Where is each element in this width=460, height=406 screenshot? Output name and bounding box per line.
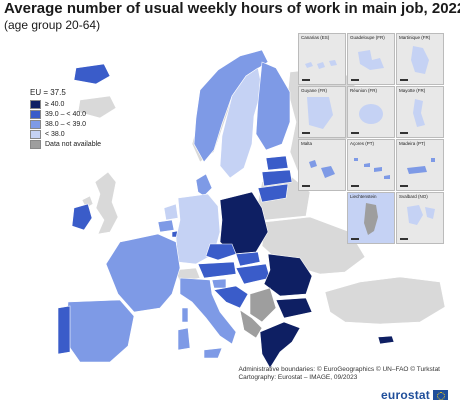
inset-guadeloupe: Guadeloupe (FR) [347, 33, 395, 85]
legend-item: 39.0 – < 40.0 [30, 109, 101, 119]
legend-swatch [30, 129, 41, 139]
inset-maps: Canarias (ES) Guadeloupe (FR) Martinique… [298, 33, 444, 244]
legend-label: Data not available [45, 140, 102, 148]
legend-item: < 38.0 [30, 129, 101, 139]
scale-bar [302, 79, 310, 81]
legend-label: 38.0 – < 39.0 [45, 120, 87, 128]
eu-flag-icon [433, 390, 448, 400]
map-subtitle: (age group 20-64) [4, 18, 101, 32]
map-title: Average number of usual weekly hours of … [4, 0, 460, 17]
inset-label: Malta [301, 141, 313, 146]
legend-swatch [30, 139, 41, 149]
inset-mayotte: Mayotte (FR) [396, 86, 444, 138]
region-sicily [203, 347, 223, 359]
credits-cartography: Cartography: Eurostat – IMAGE, 09/2023 [238, 374, 358, 381]
region-sweden [219, 67, 263, 179]
scale-bar [400, 132, 408, 134]
region-corsica [181, 307, 189, 323]
region-czechia [205, 243, 237, 261]
region-estonia [265, 155, 289, 171]
region-cyprus [377, 335, 395, 345]
region-slovakia [235, 251, 261, 267]
region-france [105, 233, 181, 313]
inset-guyane: Guyane (FR) [298, 86, 346, 138]
inset-label: Svalbard (NO) [399, 194, 428, 199]
scale-bar [302, 185, 310, 187]
eurostat-logo: eurostat [381, 388, 430, 402]
region-belgium [157, 219, 175, 233]
legend-item: Data not available [30, 139, 101, 149]
inset-label: Madeira (PT) [399, 141, 426, 146]
legend-label: ≥ 40.0 [45, 100, 65, 108]
non-eu-uk [94, 171, 119, 235]
inset-label: Mayotte (FR) [399, 88, 426, 93]
region-bulgaria [275, 297, 313, 319]
map-legend: EU = 37.5 ≥ 40.0 39.0 – < 40.0 38.0 – < … [30, 88, 101, 149]
scale-bar [400, 185, 408, 187]
scale-bar [351, 185, 359, 187]
legend-swatch [30, 109, 41, 119]
legend-item: ≥ 40.0 [30, 99, 101, 109]
map-credits: Administrative boundaries: © EuroGeograp… [238, 366, 440, 382]
scale-bar [351, 238, 359, 240]
region-romania [263, 253, 313, 297]
region-iceland-data [73, 63, 111, 85]
region-netherlands [163, 203, 179, 221]
scale-bar [302, 132, 310, 134]
inset-label: Guadeloupe (FR) [350, 35, 385, 40]
legend-swatch [30, 119, 41, 129]
region-hungary [235, 263, 271, 285]
region-latvia [261, 169, 293, 187]
region-croatia [213, 285, 249, 309]
region-finland [255, 61, 291, 151]
non-eu-turkey [324, 276, 446, 325]
region-lithuania [257, 183, 289, 203]
inset-label: Canarias (ES) [301, 35, 330, 40]
inset-martinique: Martinique (FR) [396, 33, 444, 85]
inset-canarias: Canarias (ES) [298, 33, 346, 85]
inset-liechtenstein: Liechtenstein [347, 192, 395, 244]
inset-label: Guyane (FR) [301, 88, 328, 93]
region-portugal [57, 305, 71, 355]
legend-label: < 38.0 [45, 130, 65, 138]
inset-reunion: Réunion (FR) [347, 86, 395, 138]
region-denmark [195, 173, 213, 197]
inset-label: Martinique (FR) [399, 35, 431, 40]
scale-bar [351, 79, 359, 81]
scale-bar [351, 132, 359, 134]
inset-label: Liechtenstein [350, 194, 377, 199]
inset-madeira: Madeira (PT) [396, 139, 444, 191]
region-spain [65, 299, 135, 363]
region-austria [197, 261, 237, 279]
region-greece [259, 321, 301, 369]
non-eu-iceland [77, 95, 117, 119]
credits-boundaries: Administrative boundaries: © EuroGeograp… [238, 366, 440, 373]
region-italy [179, 277, 237, 345]
region-serbia-na [249, 287, 277, 323]
inset-acores: Açores (PT) [347, 139, 395, 191]
scale-bar [400, 238, 408, 240]
region-ireland [71, 203, 93, 231]
legend-swatch [30, 99, 41, 109]
inset-malta: Malta [298, 139, 346, 191]
region-slovenia [211, 278, 227, 289]
legend-label: 39.0 – < 40.0 [45, 110, 87, 118]
region-balkans-na [239, 309, 263, 339]
scale-bar [400, 79, 408, 81]
inset-label: Açores (PT) [350, 141, 375, 146]
region-sardinia [177, 327, 191, 351]
inset-label: Réunion (FR) [350, 88, 378, 93]
inset-svalbard: Svalbard (NO) [396, 192, 444, 244]
legend-item: 38.0 – < 39.0 [30, 119, 101, 129]
legend-eu-average: EU = 37.5 [30, 88, 66, 97]
